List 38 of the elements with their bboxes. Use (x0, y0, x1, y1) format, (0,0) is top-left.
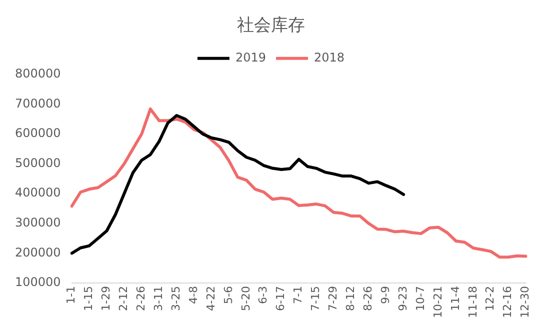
legend-label: 2018 (314, 50, 345, 65)
y-tick-label: 500000 (14, 156, 61, 170)
x-tick-label: 4-22 (204, 286, 218, 312)
chart-title: 社会库存 (237, 16, 305, 36)
y-tick-label: 100000 (14, 275, 61, 290)
x-tick-label: 2-26 (134, 286, 148, 312)
x-tick-label: 3-25 (169, 286, 182, 312)
x-tick-label: 12-30 (518, 286, 532, 318)
x-tick-label: 1-15 (82, 286, 96, 312)
x-tick-label: 6-17 (274, 286, 288, 312)
x-tick-label: 3-11 (152, 286, 165, 312)
x-tick-label: 8-12 (344, 286, 358, 312)
y-tick-label: 400000 (14, 186, 61, 200)
x-tick-label: 6-3 (256, 286, 270, 304)
y-tick-label: 600000 (14, 126, 61, 140)
x-tick-label: 8-26 (362, 286, 375, 312)
x-tick-label: 12-16 (501, 286, 514, 318)
x-tick-label: 10-21 (431, 286, 444, 318)
x-tick-label: 4-8 (186, 286, 200, 304)
x-tick-label: 7-29 (326, 286, 340, 312)
x-tick-label: 7-1 (292, 286, 305, 304)
y-tick-label: 700000 (14, 96, 61, 110)
x-tick-label: 7-15 (309, 286, 322, 312)
x-tick-label: 5-20 (239, 286, 252, 312)
x-tick-label: 11-18 (466, 286, 480, 318)
x-tick-label: 10-7 (414, 286, 427, 312)
x-tick-label: 9-23 (396, 286, 410, 312)
legend-label: 2019 (235, 50, 266, 65)
y-tick-label: 800000 (14, 66, 61, 81)
y-tick-label: 300000 (14, 216, 61, 230)
x-tick-label: 2-12 (117, 286, 130, 312)
x-tick-label: 12-2 (484, 286, 497, 312)
x-tick-label: 9-9 (378, 286, 392, 304)
x-tick-label: 1-29 (100, 286, 113, 312)
x-tick-label: 5-6 (222, 286, 235, 304)
x-tick-label: 11-4 (448, 286, 462, 312)
y-tick-label: 200000 (14, 245, 61, 260)
x-tick-label: 1-1 (64, 286, 78, 304)
